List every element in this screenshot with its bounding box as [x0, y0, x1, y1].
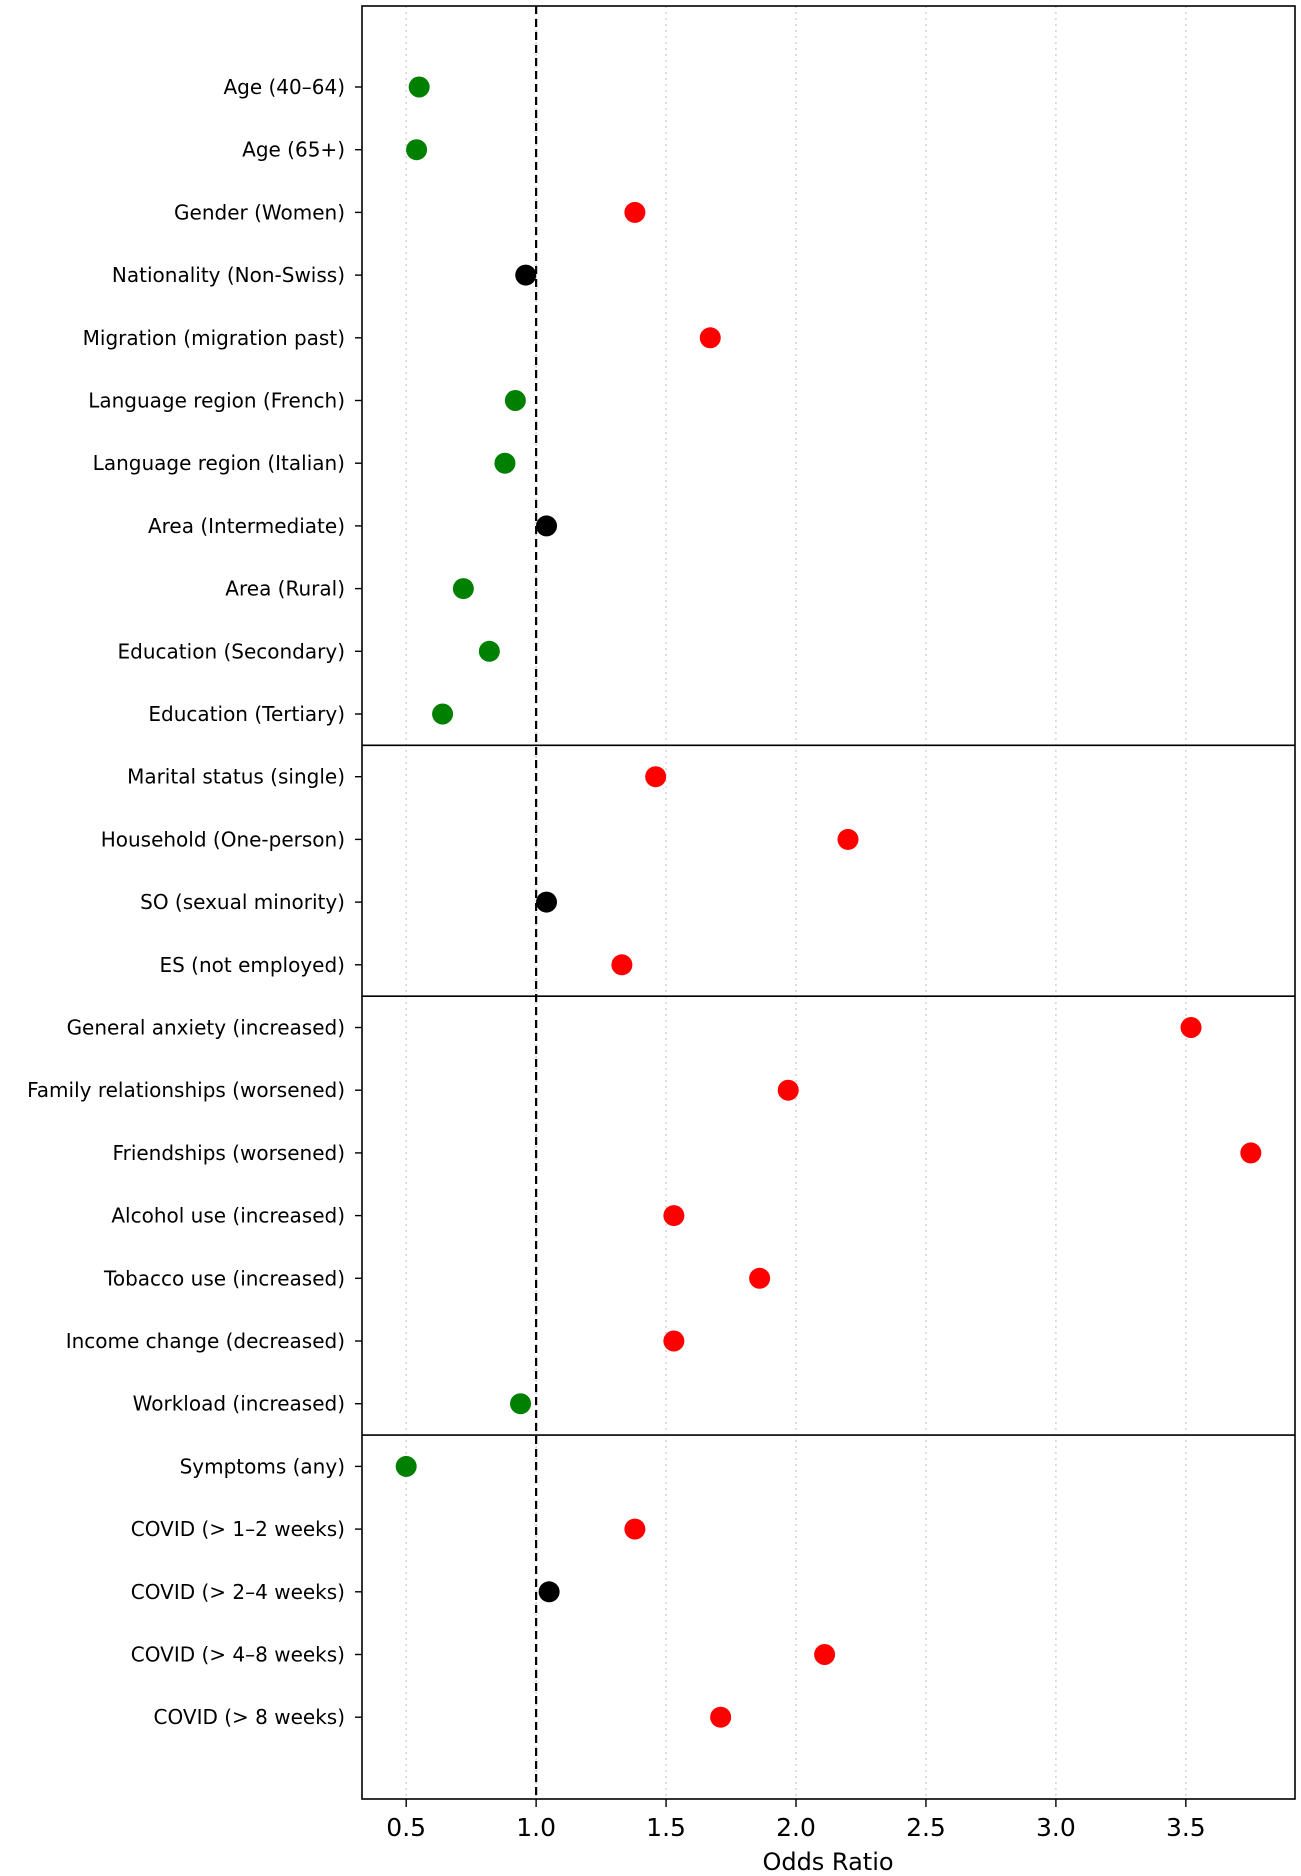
y-tick-label-4: Migration (migration past): [83, 326, 345, 350]
data-point-12: [837, 828, 859, 850]
data-point-8: [452, 578, 474, 600]
data-point-5: [504, 390, 526, 411]
y-tick-label-14: ES (not employed): [159, 953, 345, 977]
data-point-19: [749, 1267, 771, 1289]
y-tick-label-3: Nationality (Non-Swiss): [112, 263, 345, 287]
grid-lines: [405, 6, 1187, 1799]
data-point-14: [611, 954, 633, 976]
x-ticks: 0.5 1.0 1.5 2.0 2.5 3.0 3.5: [386, 1799, 1206, 1842]
y-tick-label-10: Education (Tertiary): [148, 702, 345, 726]
data-point-13: [536, 891, 558, 913]
data-point-11: [645, 766, 667, 788]
y-tick-label-8: Area (Rural): [225, 577, 345, 601]
y-tick-label-12: Household (One-person): [101, 827, 345, 851]
y-tick-label-16: Family relationships (worsened): [27, 1078, 345, 1102]
data-point-1: [406, 139, 428, 161]
plot-frame: [361, 5, 1296, 1800]
y-tick-label-23: COVID (> 1–2 weeks): [131, 1517, 345, 1541]
data-point-7: [536, 515, 558, 537]
x-tick-label-6: 3.5: [1166, 1813, 1206, 1842]
data-point-17: [1240, 1142, 1262, 1164]
y-tick-label-21: Workload (increased): [133, 1392, 345, 1416]
data-point-2: [624, 201, 646, 223]
data-point-26: [710, 1706, 732, 1728]
data-point-24: [538, 1581, 560, 1603]
data-point-18: [663, 1205, 685, 1227]
x-axis-label: Odds Ratio: [762, 1848, 893, 1876]
data-point-21: [510, 1393, 532, 1415]
x-tick-label-1: 1.0: [516, 1813, 556, 1842]
y-tick-label-7: Area (Intermediate): [148, 514, 345, 538]
data-points: [395, 76, 1262, 1728]
data-point-4: [699, 327, 721, 349]
y-tick-label-20: Income change (decreased): [66, 1329, 345, 1353]
y-tick-label-5: Language region (French): [88, 389, 345, 413]
x-tick-label-4: 2.5: [906, 1813, 946, 1842]
y-tick-label-13: SO (sexual minority): [140, 890, 345, 914]
data-point-10: [432, 703, 454, 725]
y-tick-label-9: Education (Secondary): [118, 639, 345, 663]
data-point-16: [777, 1079, 799, 1101]
y-tick-label-6: Language region (Italian): [93, 451, 345, 475]
y-tick-label-0: Age (40–64): [223, 75, 345, 99]
data-point-9: [478, 640, 500, 662]
y-tick-label-26: COVID (> 8 weeks): [154, 1705, 345, 1729]
data-point-3: [515, 264, 537, 286]
y-tick-label-22: Symptoms (any): [180, 1454, 345, 1478]
x-tick-label-0: 0.5: [386, 1813, 426, 1842]
data-point-20: [663, 1330, 685, 1352]
y-tick-label-15: General anxiety (increased): [67, 1016, 345, 1040]
data-point-15: [1180, 1017, 1202, 1038]
y-tick-label-24: COVID (> 2–4 weeks): [131, 1580, 345, 1604]
y-tick-labels: Age (40–64) Age (65+) Gender (Women) Nation…: [27, 75, 362, 1729]
x-tick-label-5: 3.0: [1036, 1813, 1076, 1842]
group-separators: [362, 744, 1295, 1436]
data-point-22: [395, 1455, 417, 1477]
y-tick-label-19: Tobacco use (increased): [103, 1266, 345, 1290]
y-tick-label-2: Gender (Women): [174, 200, 345, 224]
data-point-25: [814, 1644, 836, 1665]
y-tick-label-17: Friendships (worsened): [113, 1141, 345, 1165]
y-tick-label-1: Age (65+): [242, 138, 345, 162]
x-tick-label-2: 1.5: [646, 1813, 686, 1842]
data-point-0: [408, 76, 430, 98]
data-point-23: [624, 1518, 646, 1540]
y-tick-label-18: Alcohol use (increased): [111, 1204, 345, 1228]
x-tick-label-3: 2.0: [776, 1813, 816, 1842]
data-point-6: [494, 452, 516, 474]
y-tick-label-11: Marital status (single): [127, 765, 345, 789]
y-tick-label-25: COVID (> 4–8 weeks): [131, 1643, 345, 1667]
